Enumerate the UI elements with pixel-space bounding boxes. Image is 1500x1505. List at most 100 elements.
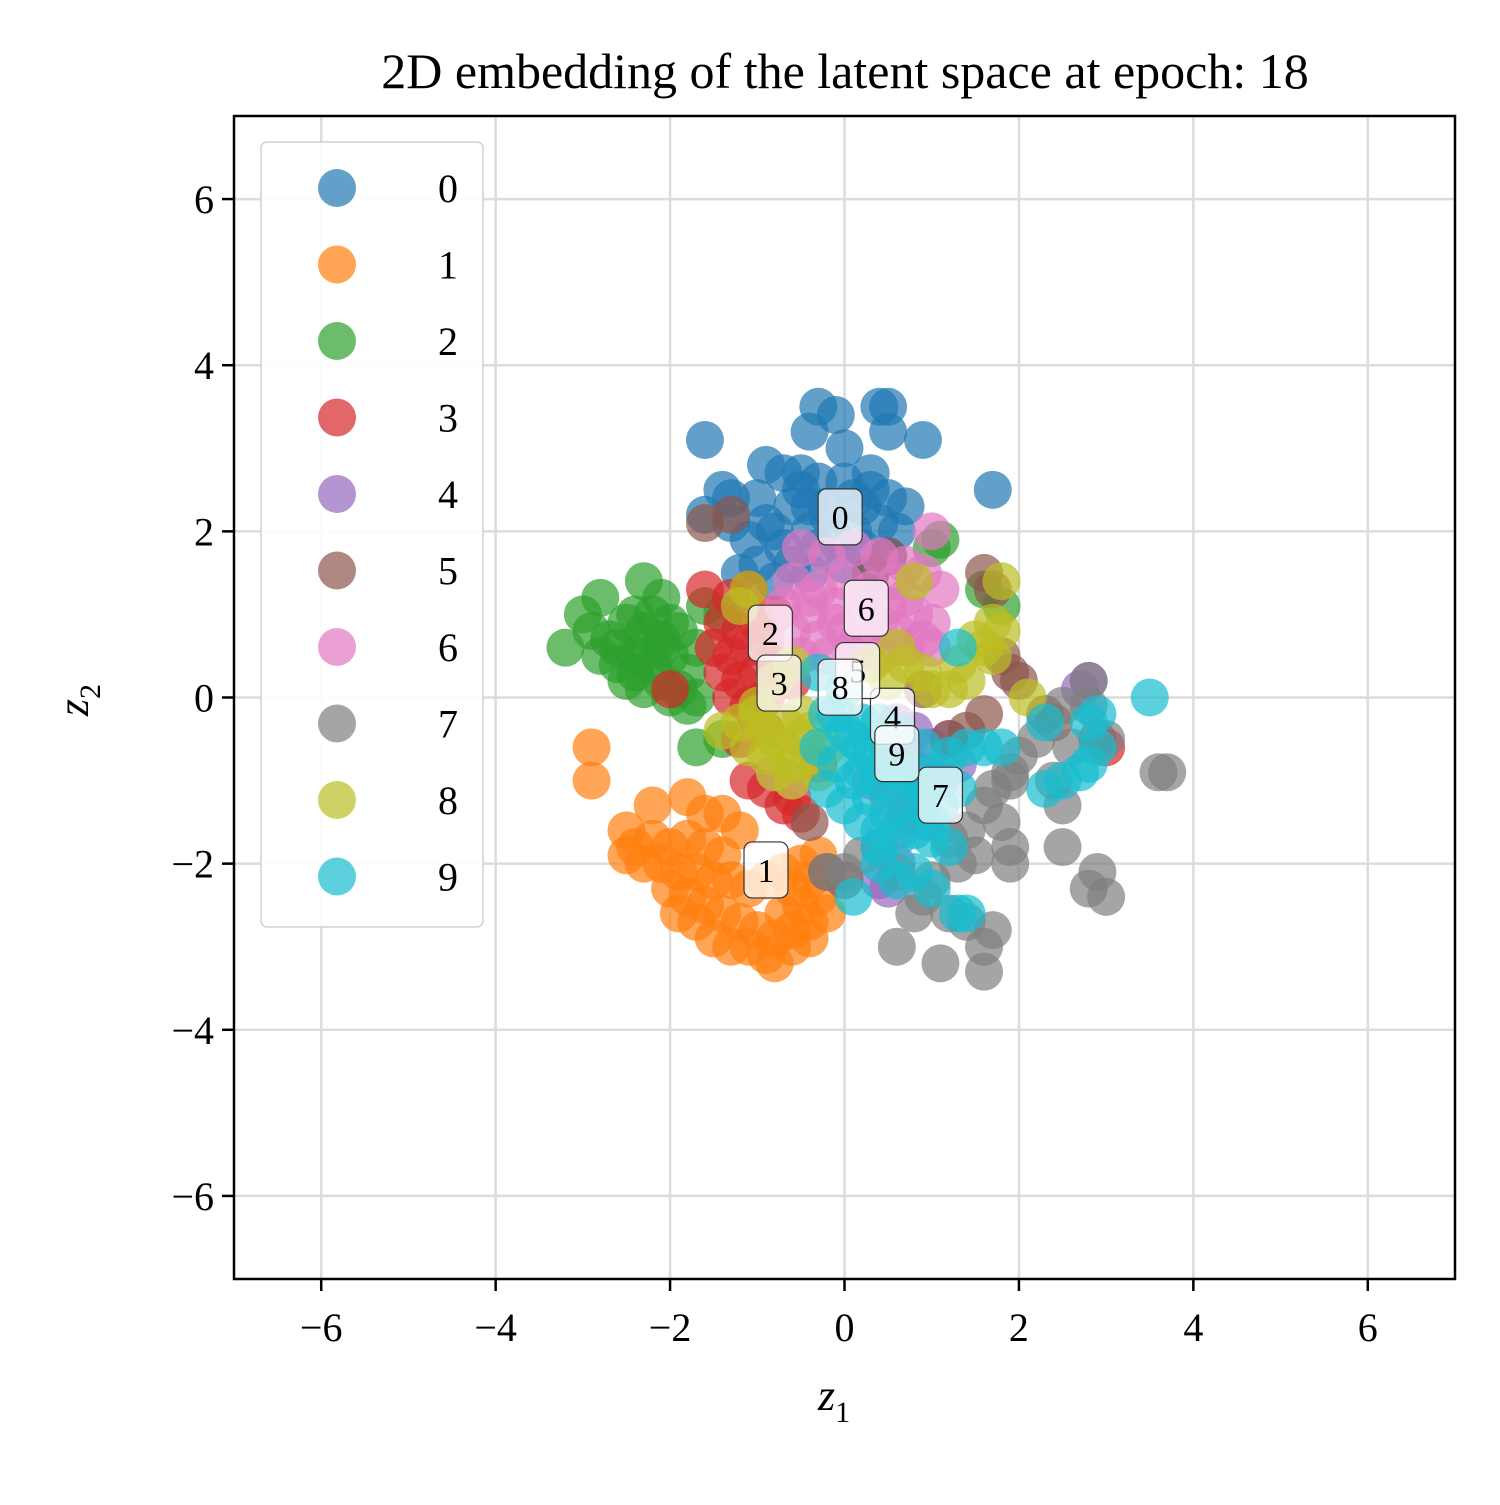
scatter-point bbox=[572, 761, 611, 800]
centroid-label-8: 8 bbox=[817, 658, 863, 716]
legend-label: 5 bbox=[438, 549, 458, 594]
legend-label: 4 bbox=[438, 472, 458, 517]
legend-marker bbox=[318, 857, 356, 896]
scatter-point bbox=[877, 927, 916, 966]
scatter-point bbox=[1026, 703, 1065, 742]
centroid-label-text: 2 bbox=[762, 616, 779, 653]
centroid-label-box bbox=[874, 725, 920, 783]
scatter-point bbox=[912, 512, 951, 551]
legend-marker bbox=[318, 475, 356, 513]
centroid-label-text: 1 bbox=[758, 853, 775, 890]
legend-label: 3 bbox=[438, 396, 458, 441]
scatter-point bbox=[834, 877, 873, 916]
legend-item-6: 6 bbox=[318, 625, 458, 670]
centroid-label-text: 6 bbox=[858, 591, 875, 628]
scatter-point bbox=[982, 728, 1021, 767]
x-tick-label: −2 bbox=[649, 1305, 692, 1350]
scatter-point bbox=[825, 429, 864, 468]
x-axis-label-subscript: 1 bbox=[835, 1396, 850, 1429]
scatter-point bbox=[930, 828, 969, 867]
legend-item-7: 7 bbox=[318, 702, 458, 747]
scatter-point bbox=[869, 412, 908, 451]
legend-item-1: 1 bbox=[318, 243, 458, 288]
scatter-point bbox=[903, 420, 942, 459]
y-axis-label-main: z bbox=[49, 699, 98, 717]
scatter-point bbox=[834, 720, 873, 759]
scatter-point bbox=[860, 828, 899, 867]
centroid-label-box bbox=[843, 579, 889, 637]
scatter-point bbox=[651, 670, 690, 709]
scatter-point bbox=[903, 653, 942, 692]
x-axis-label: z1 bbox=[817, 1371, 850, 1429]
scatter-point bbox=[965, 952, 1004, 991]
scatter-point bbox=[938, 628, 977, 667]
scatter-point bbox=[790, 919, 829, 958]
centroid-label-text: 3 bbox=[771, 666, 788, 703]
scatter-point bbox=[808, 852, 847, 891]
centroid-label-text: 9 bbox=[888, 737, 905, 774]
scatter-point bbox=[790, 578, 829, 617]
scatter-point bbox=[685, 420, 724, 459]
centroid-label-box bbox=[817, 658, 863, 716]
series-1 bbox=[572, 728, 847, 983]
legend-marker bbox=[318, 704, 356, 743]
legend-item-3: 3 bbox=[318, 396, 458, 441]
legend-label: 8 bbox=[438, 778, 458, 823]
scatter-point bbox=[1148, 753, 1187, 792]
scatter-point bbox=[991, 844, 1030, 883]
legend-item-2: 2 bbox=[318, 319, 458, 364]
legend-marker bbox=[318, 628, 356, 666]
centroid-label-0: 0 bbox=[817, 488, 863, 546]
scatter-point bbox=[1087, 877, 1126, 916]
legend: 0 1 2 3 4 5 6 7 8 9 bbox=[260, 141, 484, 928]
y-axis-label: z2 bbox=[49, 684, 107, 717]
legend-label: 0 bbox=[438, 166, 458, 211]
scatter-point bbox=[877, 628, 916, 667]
centroid-label-1: 1 bbox=[743, 841, 789, 899]
centroid-label-text: 7 bbox=[932, 778, 949, 815]
y-tick-label: −4 bbox=[171, 1008, 214, 1053]
legend-items: 0 1 2 3 4 5 6 7 8 9 bbox=[318, 166, 458, 900]
scatter-point bbox=[973, 470, 1012, 509]
scatter-point bbox=[947, 894, 986, 933]
centroid-label-2: 2 bbox=[747, 604, 793, 662]
scatter-point bbox=[1026, 769, 1065, 808]
legend-box bbox=[260, 141, 484, 928]
centroid-label-box bbox=[817, 488, 863, 546]
scatter-point bbox=[572, 728, 611, 767]
legend-label: 2 bbox=[438, 319, 458, 364]
centroid-label-7: 7 bbox=[917, 766, 964, 824]
legend-marker bbox=[318, 781, 356, 819]
centroid-label-box bbox=[743, 841, 789, 899]
legend-label: 1 bbox=[438, 243, 458, 288]
scatter-point bbox=[790, 803, 829, 842]
x-tick-label: −4 bbox=[474, 1305, 517, 1350]
legend-item-4: 4 bbox=[318, 472, 458, 517]
scatter-points bbox=[546, 387, 1187, 991]
scatter-point bbox=[1130, 678, 1169, 717]
scatter-point bbox=[712, 495, 751, 534]
scatter-point bbox=[921, 944, 960, 983]
scatter-point bbox=[1043, 828, 1082, 867]
legend-label: 9 bbox=[438, 855, 458, 900]
legend-item-9: 9 bbox=[318, 855, 458, 900]
chart-title: 2D embedding of the latent space at epoc… bbox=[381, 43, 1308, 99]
legend-item-0: 0 bbox=[318, 166, 458, 211]
legend-marker bbox=[318, 398, 356, 437]
legend-label: 7 bbox=[438, 702, 458, 747]
y-axis-label-subscript: 2 bbox=[74, 684, 107, 699]
scatter-point bbox=[790, 412, 829, 451]
y-tick-label: −2 bbox=[171, 842, 214, 887]
scatter-point bbox=[982, 562, 1021, 601]
axis-ticks: −6 −4 −2 0 2 4 6 −6 −4 −2 0 2 4 6 bbox=[171, 177, 1377, 1350]
centroid-label-3: 3 bbox=[756, 654, 802, 712]
y-tick-label: 4 bbox=[194, 343, 214, 388]
legend-marker bbox=[318, 551, 356, 590]
x-tick-label: 4 bbox=[1183, 1305, 1203, 1350]
centroid-label-6: 6 bbox=[843, 579, 889, 637]
scatter-point bbox=[755, 720, 794, 759]
x-tick-label: −6 bbox=[300, 1305, 343, 1350]
legend-item-8: 8 bbox=[318, 778, 458, 823]
